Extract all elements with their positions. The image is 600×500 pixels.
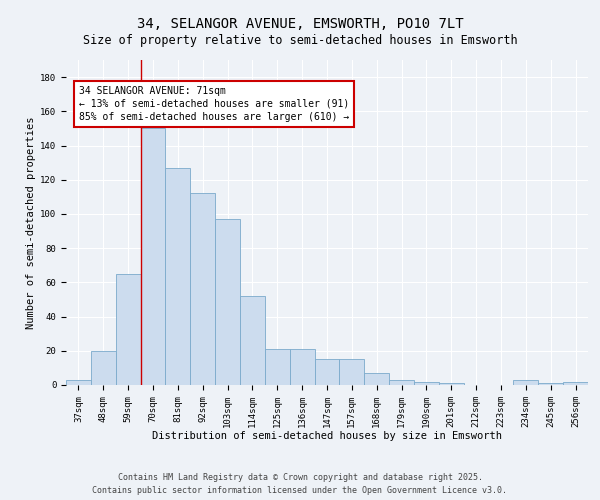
X-axis label: Distribution of semi-detached houses by size in Emsworth: Distribution of semi-detached houses by … — [152, 431, 502, 441]
Text: Contains HM Land Registry data © Crown copyright and database right 2025.
Contai: Contains HM Land Registry data © Crown c… — [92, 474, 508, 495]
Bar — [240, 296, 265, 385]
Text: Size of property relative to semi-detached houses in Emsworth: Size of property relative to semi-detach… — [83, 34, 517, 47]
Bar — [166, 168, 190, 385]
Bar — [538, 384, 563, 385]
Bar — [66, 380, 91, 385]
Text: 34 SELANGOR AVENUE: 71sqm
← 13% of semi-detached houses are smaller (91)
85% of : 34 SELANGOR AVENUE: 71sqm ← 13% of semi-… — [79, 86, 349, 122]
Bar — [140, 128, 166, 385]
Bar — [290, 349, 314, 385]
Text: 34, SELANGOR AVENUE, EMSWORTH, PO10 7LT: 34, SELANGOR AVENUE, EMSWORTH, PO10 7LT — [137, 18, 463, 32]
Bar — [91, 351, 116, 385]
Bar — [116, 274, 140, 385]
Bar — [265, 349, 290, 385]
Bar — [389, 380, 414, 385]
Bar — [314, 360, 340, 385]
Bar — [563, 382, 588, 385]
Bar — [514, 380, 538, 385]
Bar — [190, 194, 215, 385]
Bar — [340, 360, 364, 385]
Bar — [364, 373, 389, 385]
Bar — [215, 219, 240, 385]
Bar — [439, 384, 464, 385]
Bar — [414, 382, 439, 385]
Y-axis label: Number of semi-detached properties: Number of semi-detached properties — [26, 116, 36, 329]
